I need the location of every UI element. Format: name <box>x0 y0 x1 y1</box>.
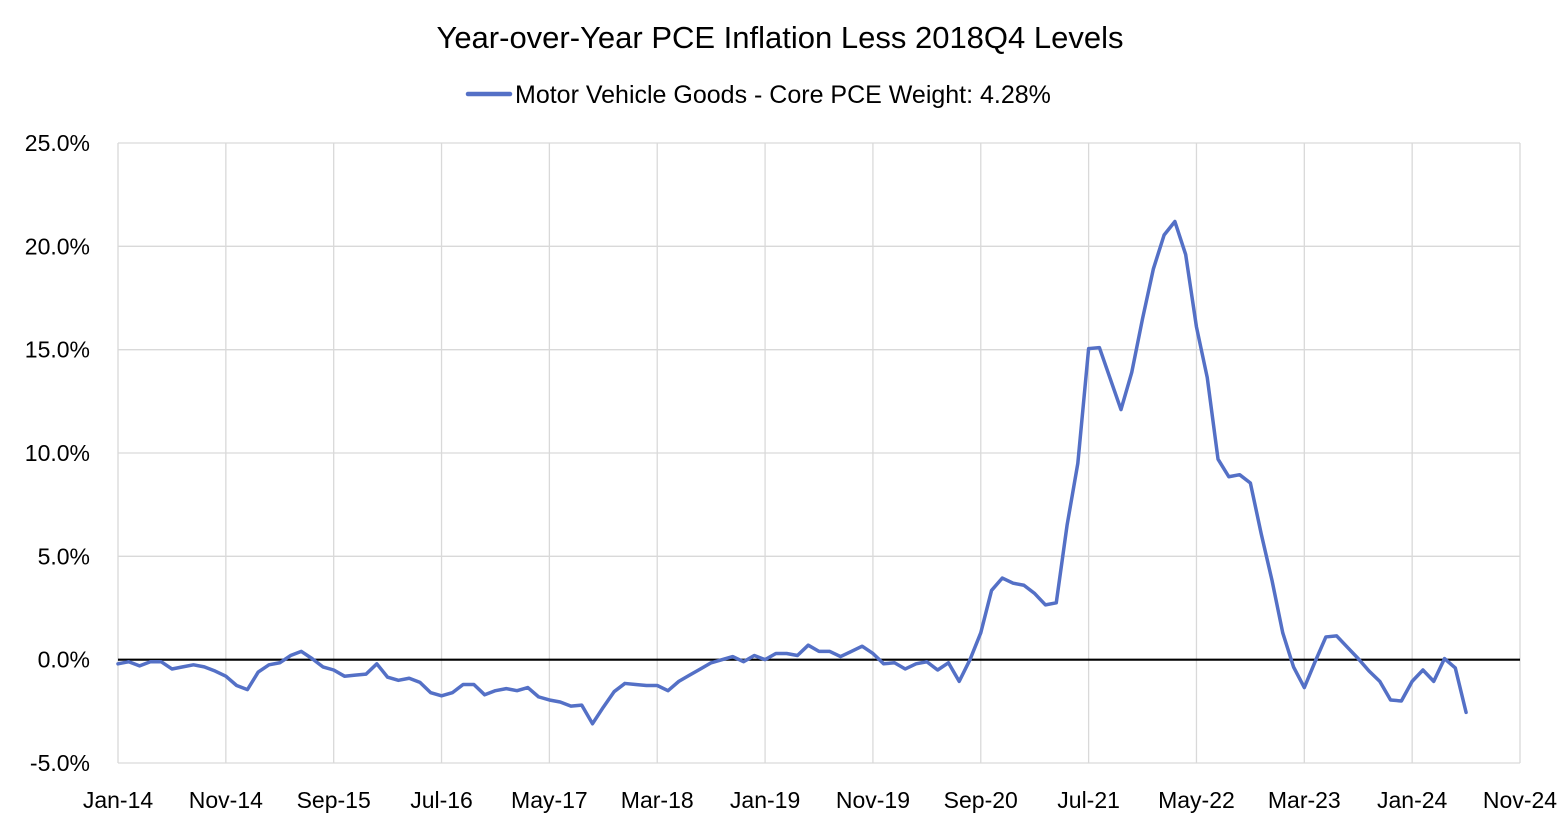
x-tick-label: Jul-16 <box>410 787 473 813</box>
y-tick-label: 15.0% <box>25 337 90 363</box>
x-axis-tick-labels: Jan-14 Nov-14 Sep-15 Jul-16 May-17 Mar-18 Jan-… <box>83 787 1557 813</box>
x-tick-label: Jan-19 <box>730 787 800 813</box>
y-tick-label: -5.0% <box>30 750 90 776</box>
x-tick-label: Jul-21 <box>1057 787 1120 813</box>
y-tick-label: 0.0% <box>38 647 90 673</box>
x-tick-label: Sep-15 <box>297 787 371 813</box>
x-tick-label: Nov-14 <box>189 787 263 813</box>
series-points <box>117 221 1467 724</box>
x-tick-label: May-22 <box>1158 787 1235 813</box>
y-tick-label: 10.0% <box>25 440 90 466</box>
y-tick-label: 20.0% <box>25 233 90 259</box>
legend: Motor Vehicle Goods - Core PCE Weight: 4… <box>465 81 1051 109</box>
y-tick-label: 5.0% <box>38 543 90 569</box>
x-tick-label: May-17 <box>511 787 588 813</box>
horizontal-gridlines <box>118 142 1520 764</box>
x-tick-label: Jan-24 <box>1377 787 1448 813</box>
x-tick-label: Sep-20 <box>944 787 1018 813</box>
y-tick-label: 25.0% <box>25 130 90 156</box>
x-tick-label: Mar-23 <box>1268 787 1341 813</box>
series-line-motor-vehicle-goods <box>116 219 1468 726</box>
y-axis-tick-labels: -5.0% 0.0% 5.0% 10.0% 15.0% 20.0% 25.0% <box>25 130 90 776</box>
x-tick-label: Nov-24 <box>1483 787 1557 813</box>
x-tick-label: Nov-19 <box>836 787 910 813</box>
x-tick-label: Jan-14 <box>83 787 154 813</box>
legend-label: Motor Vehicle Goods - Core PCE Weight: 4… <box>515 81 1051 109</box>
chart-title: Year-over-Year PCE Inflation Less 2018Q4… <box>436 20 1123 55</box>
x-tick-label: Mar-18 <box>621 787 694 813</box>
